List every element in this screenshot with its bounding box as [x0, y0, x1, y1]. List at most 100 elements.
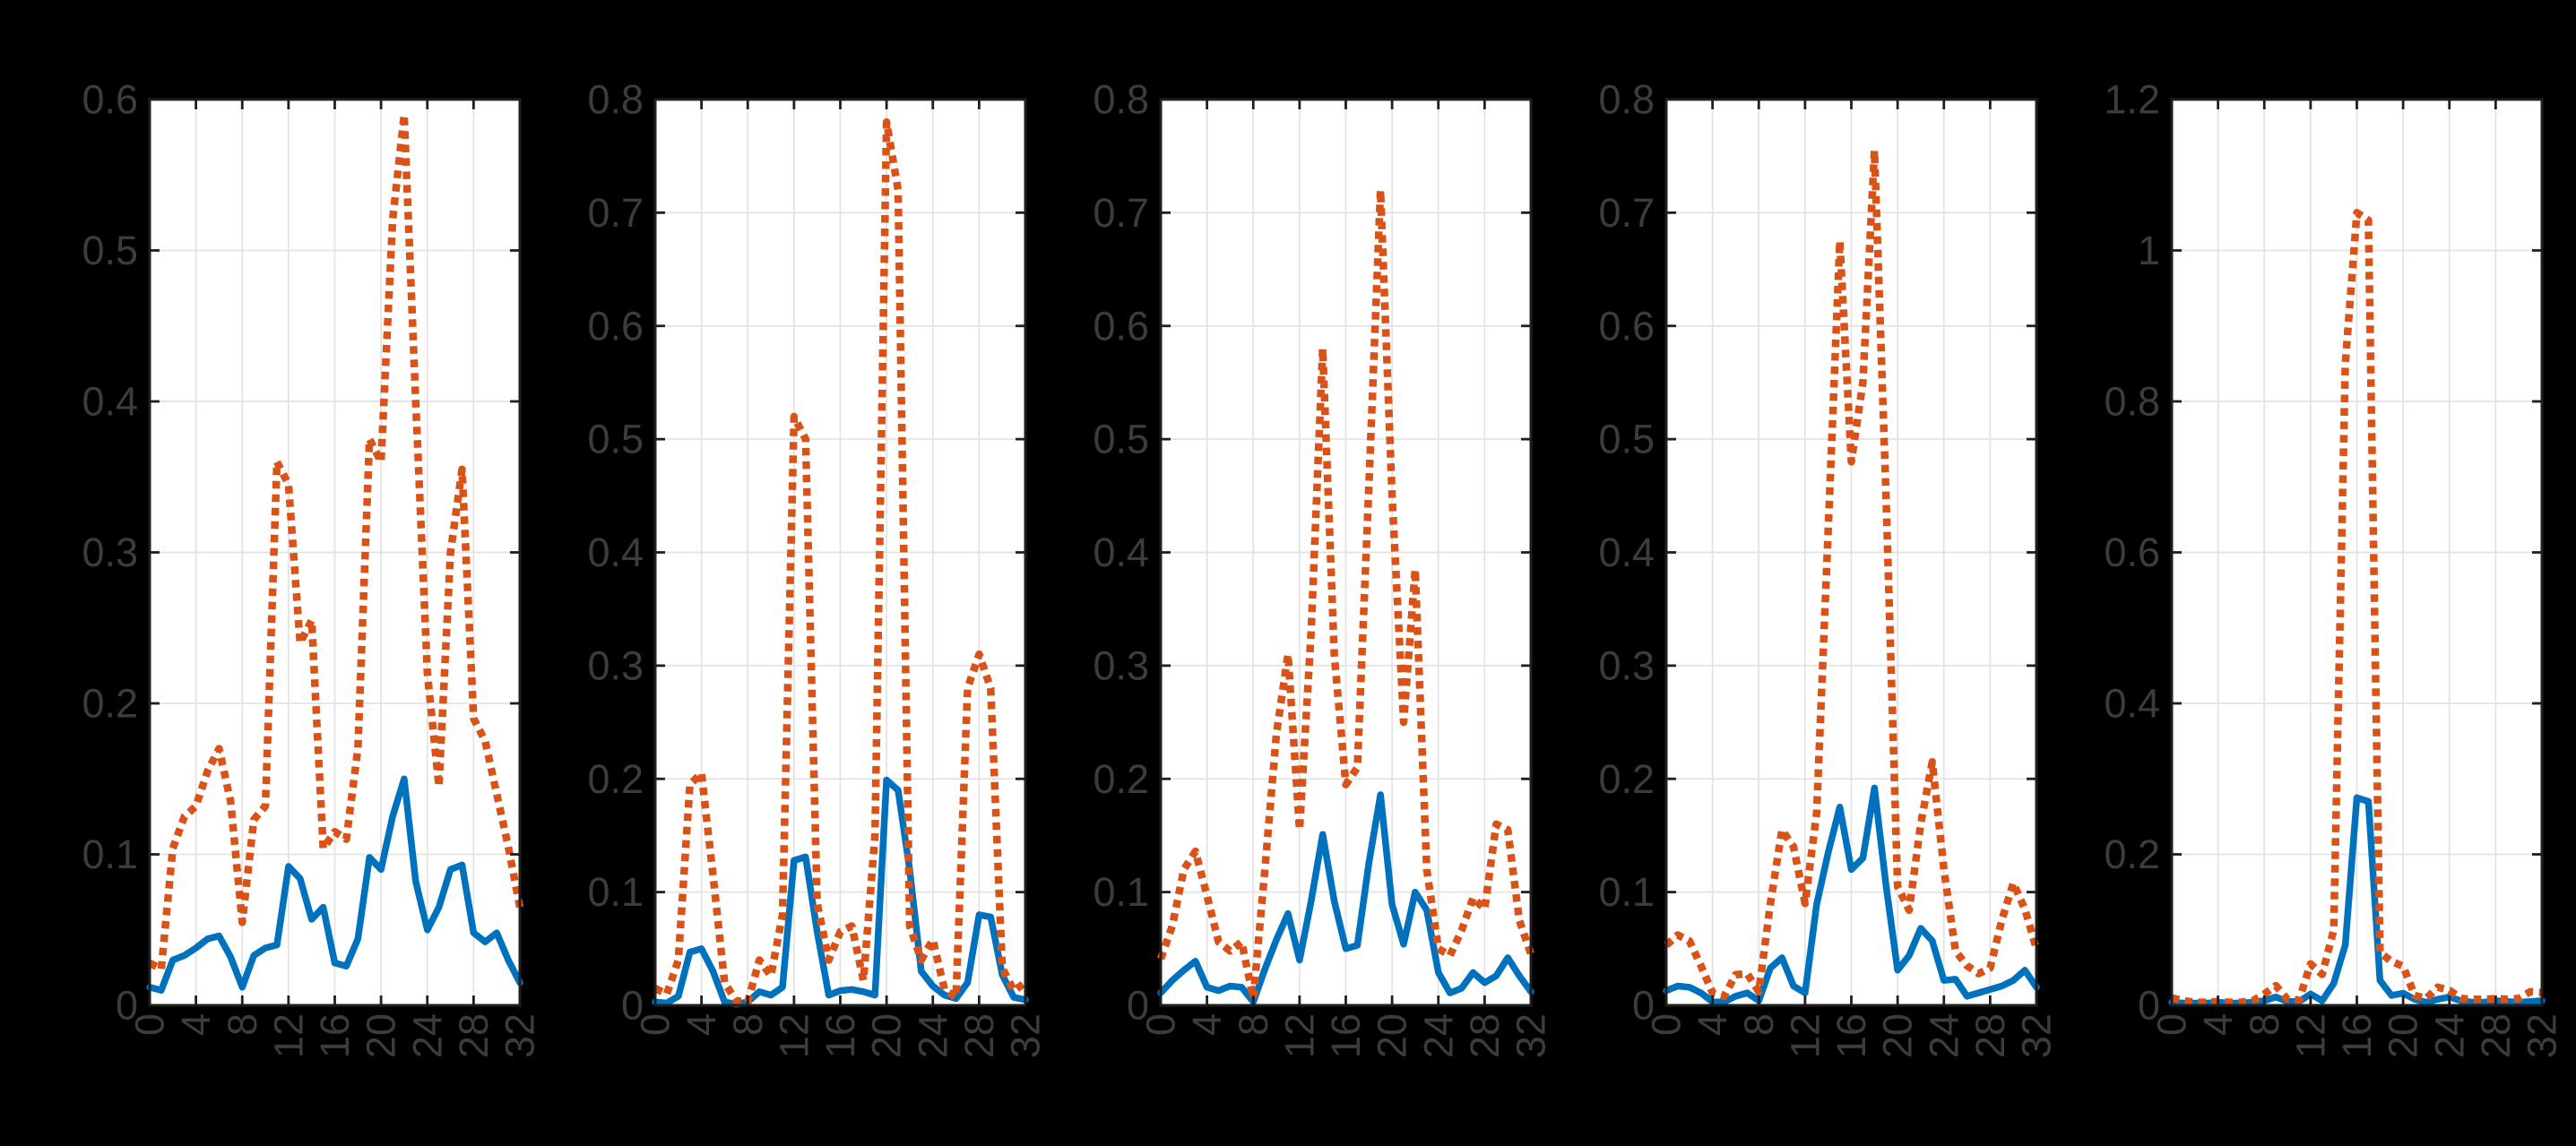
tick-marks	[148, 98, 522, 1007]
x-tick-label: 16	[1828, 1013, 1874, 1058]
y-tick-label: 0.3	[1093, 642, 1149, 688]
y-tick-label: 0.6	[1093, 303, 1149, 349]
x-tick-label: 20	[864, 1013, 910, 1058]
y-tick-label: 0.4	[82, 379, 138, 425]
x-tick-label: 20	[359, 1013, 404, 1058]
tick-marks	[653, 98, 1027, 1007]
series-dotted-orange	[1664, 146, 2041, 1001]
y-tick-label: 0.8	[1093, 77, 1149, 123]
x-tick-label: 20	[1875, 1013, 1921, 1058]
y-tick-label: 0.6	[2104, 530, 2160, 575]
x-tick-label: 12	[2287, 1013, 2333, 1058]
tick-marks	[1159, 98, 1533, 1007]
series-dotted-orange	[1156, 185, 1535, 1003]
x-tick-label: 8	[725, 1013, 771, 1036]
y-tick-label: 0.5	[82, 228, 138, 273]
y-tick-label: 0.4	[2104, 681, 2160, 727]
x-tick-label: 12	[771, 1013, 817, 1058]
x-tick-label: 4	[1184, 1013, 1230, 1036]
subplot-3: 00.10.20.30.40.50.60.70.80 4 8 12 16 20 24 28 32	[1093, 77, 1553, 1059]
y-tick-label: 0.7	[1598, 190, 1655, 236]
x-tick-label: 8	[1736, 1013, 1782, 1036]
x-tick-label: 20	[1370, 1013, 1415, 1058]
tick-marks	[2170, 98, 2544, 1007]
x-tick-label: 32	[497, 1013, 543, 1058]
x-tick-label: 24	[404, 1013, 450, 1058]
y-tick-label: 0	[1127, 983, 1149, 1029]
y-tick-label: 0.1	[1598, 869, 1655, 915]
y-tick-label: 0.8	[1598, 77, 1655, 123]
tick-marks	[1664, 98, 2038, 1007]
y-tick-label: 0.6	[1598, 303, 1655, 349]
y-tick-label: 0.4	[587, 530, 644, 575]
y-tick-label: 0.6	[82, 77, 138, 123]
x-tick-label: 0	[2149, 1013, 2195, 1036]
x-tick-label: 4	[2195, 1013, 2241, 1036]
x-tick-label: 0	[1138, 1013, 1184, 1036]
x-tick-label: 0	[127, 1013, 173, 1036]
y-tick-label: 0.5	[1598, 417, 1655, 462]
x-tick-label: 24	[1921, 1013, 1967, 1058]
y-tick-label: 0.5	[587, 417, 644, 462]
y-tick-label: 1.2	[2104, 77, 2160, 123]
x-tick-label: 16	[817, 1013, 863, 1058]
series-solid-blue	[146, 775, 523, 994]
x-tick-label: 32	[1508, 1013, 1554, 1058]
x-tick-label: 32	[2014, 1013, 2060, 1058]
x-tick-label: 28	[1462, 1013, 1508, 1058]
x-tick-label: 0	[633, 1013, 679, 1036]
series-dotted-orange	[653, 118, 1028, 1006]
x-tick-label: 28	[1967, 1013, 2013, 1058]
y-tick-label: 0.2	[82, 681, 138, 727]
y-tick-label: 0.7	[1093, 190, 1149, 236]
x-tick-label: 8	[2242, 1013, 2287, 1036]
y-tick-label: 0.6	[587, 303, 644, 349]
subplot-4: 00.10.20.30.40.50.60.70.80 4 8 12 16 20 24 28 32	[1598, 77, 2059, 1059]
series-solid-blue	[1157, 791, 1534, 1005]
x-tick-label: 8	[220, 1013, 265, 1036]
x-tick-label: 4	[173, 1013, 219, 1036]
y-tick-label: 0	[116, 983, 138, 1029]
x-tick-label: 32	[2520, 1013, 2565, 1058]
x-tick-label: 12	[1276, 1013, 1322, 1058]
y-tick-label: 0.2	[1093, 756, 1149, 802]
y-tick-label: 1	[2138, 228, 2160, 273]
y-tick-label: 0	[621, 983, 644, 1029]
y-tick-label: 0.1	[587, 869, 644, 915]
series-dotted-orange	[148, 110, 524, 973]
y-tick-label: 0.2	[587, 756, 644, 802]
x-tick-label: 16	[2334, 1013, 2380, 1058]
y-tick-label: 0.7	[587, 190, 644, 236]
y-tick-label: 0.3	[587, 642, 644, 688]
y-tick-label: 0.1	[82, 831, 138, 877]
series-solid-blue	[652, 776, 1029, 1008]
x-tick-label: 24	[2426, 1013, 2472, 1058]
y-tick-label: 0.8	[587, 77, 644, 123]
x-tick-label: 24	[1415, 1013, 1461, 1058]
y-tick-label: 0.3	[1598, 642, 1655, 688]
y-tick-label: 0.8	[2104, 379, 2160, 425]
subplot-2: 00.10.20.30.40.50.60.70.80 4 8 12 16 20 24 28 32	[587, 77, 1048, 1059]
x-tick-label: 32	[1003, 1013, 1049, 1058]
x-tick-label: 8	[1231, 1013, 1276, 1036]
x-tick-label: 28	[956, 1013, 1002, 1058]
x-tick-label: 16	[312, 1013, 358, 1058]
y-tick-label: 0.4	[1598, 530, 1655, 575]
y-tick-label: 0.2	[1598, 756, 1655, 802]
x-tick-label: 24	[910, 1013, 955, 1058]
x-tick-label: 28	[451, 1013, 497, 1058]
x-tick-label: 12	[265, 1013, 311, 1058]
y-tick-label: 0	[1632, 983, 1655, 1029]
x-tick-label: 0	[1644, 1013, 1690, 1036]
y-tick-label: 0.5	[1093, 417, 1149, 462]
x-tick-label: 28	[2473, 1013, 2519, 1058]
x-tick-label: 16	[1323, 1013, 1369, 1058]
x-tick-label: 12	[1782, 1013, 1828, 1058]
series-solid-blue	[1663, 784, 2040, 1005]
grid	[655, 99, 1025, 1005]
y-tick-label: 0.3	[82, 530, 138, 575]
y-tick-label: 0.2	[2104, 831, 2160, 877]
x-tick-label: 20	[2381, 1013, 2426, 1058]
y-tick-label: 0.1	[1093, 869, 1149, 915]
grid	[1161, 99, 1531, 1005]
